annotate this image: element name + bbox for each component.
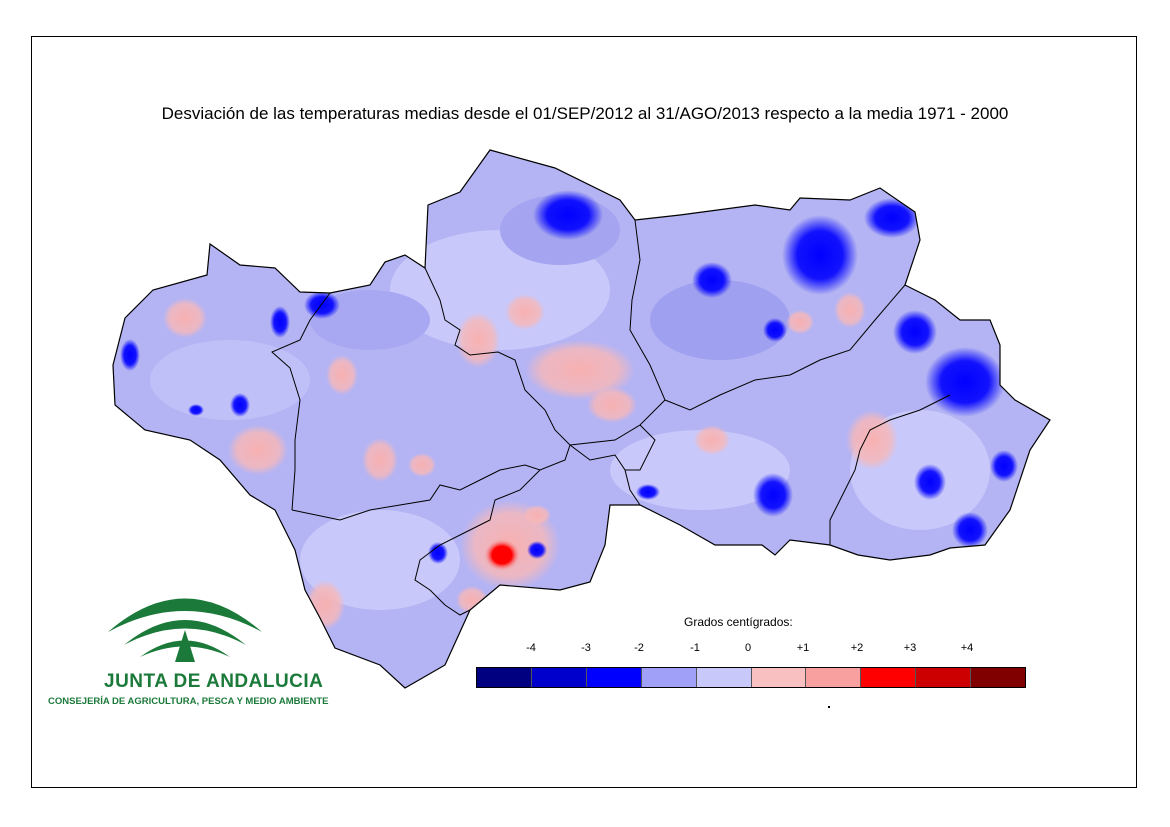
legend-label: -4	[526, 642, 536, 654]
warm-anomaly	[163, 298, 207, 338]
sevilla-cordoba-border	[291, 267, 571, 521]
map-frame	[31, 36, 1137, 788]
cold-anomaly	[304, 291, 340, 319]
warm-anomaly	[694, 425, 730, 455]
cordoba-granada-border	[569, 444, 641, 506]
legend-label: -3	[581, 642, 591, 654]
cold-anomaly	[914, 464, 946, 500]
cold-anomaly	[120, 339, 140, 371]
logo-name: JUNTA DE ANDALUCIA	[104, 671, 324, 692]
legend-label: +2	[850, 642, 864, 654]
cold-anomaly	[782, 215, 858, 295]
map-title: Desviación de las temperaturas medias de…	[161, 104, 1009, 123]
warm-anomaly	[408, 453, 436, 477]
cold-anomaly	[952, 512, 988, 548]
light-zone	[300, 510, 460, 610]
legend-swatch	[696, 668, 752, 687]
legend-swatch	[531, 668, 587, 687]
huelva-sevilla-border	[271, 292, 331, 511]
junta-andalucia-logo-icon	[108, 598, 262, 662]
cold-anomaly	[864, 198, 920, 238]
warm-anomaly	[326, 355, 358, 395]
malaga-border	[414, 469, 541, 616]
legend-swatch	[861, 668, 917, 687]
legend-dot	[828, 706, 830, 708]
granada-inner-border	[625, 424, 656, 471]
light-zone	[150, 340, 310, 420]
cold-anomaly	[753, 473, 793, 517]
cold-anomaly	[428, 542, 448, 564]
warm-anomaly	[456, 586, 488, 614]
legend-label: 0	[744, 642, 752, 654]
cold-anomaly	[188, 404, 204, 416]
warm-anomaly	[525, 340, 635, 400]
legend-label: +1	[796, 642, 810, 654]
cold-anomaly	[230, 393, 250, 417]
granada-almeria-border	[829, 394, 951, 545]
legend-swatch	[971, 668, 1026, 687]
warm-anomaly	[228, 425, 288, 475]
logo-department: CONSEJERÍA DE AGRICULTURA, PESCA Y MEDIO…	[48, 696, 329, 707]
warm-anomaly	[362, 438, 398, 482]
cold-anomaly	[270, 306, 290, 338]
warm-anomaly	[456, 312, 500, 368]
cold-anomaly	[692, 262, 732, 298]
legend-labels: -4 -3 -2 -1 0 +1 +2 +3 +4	[476, 642, 1026, 658]
cold-anomaly	[990, 450, 1018, 482]
warm-anomaly	[505, 294, 545, 330]
cold-anomaly	[925, 347, 1005, 417]
warm-anomaly	[305, 580, 345, 630]
cold-anomaly	[527, 541, 547, 559]
warm-anomaly	[846, 410, 898, 470]
warm-anomaly	[786, 310, 814, 334]
dark-zone	[650, 280, 790, 360]
legend-colorbar	[476, 667, 1026, 688]
legend-swatch	[477, 668, 532, 687]
hot-anomaly	[484, 539, 520, 571]
warm-anomaly	[587, 387, 637, 423]
region-boundary	[112, 149, 1051, 689]
legend-label: +3	[903, 642, 917, 654]
cold-anomaly	[893, 310, 937, 354]
legend-label: -1	[690, 642, 700, 654]
warm-anomaly	[834, 292, 866, 328]
legend-swatch	[586, 668, 642, 687]
cold-anomaly	[533, 190, 603, 240]
cold-anomaly	[763, 318, 787, 342]
province-boundaries	[271, 219, 951, 616]
legend-label: +4	[960, 642, 974, 654]
legend-title: Grados centígrados:	[684, 615, 793, 629]
legend-swatch	[641, 668, 697, 687]
cold-anomaly	[636, 484, 660, 500]
temperature-field	[113, 150, 1050, 688]
jaen-granada-border	[664, 284, 906, 411]
legend-label: -2	[634, 642, 644, 654]
cordoba-jaen-border	[569, 219, 666, 446]
legend-swatch	[806, 668, 862, 687]
legend-swatch	[916, 668, 972, 687]
warm-anomaly	[523, 505, 551, 525]
legend-swatch	[751, 668, 807, 687]
